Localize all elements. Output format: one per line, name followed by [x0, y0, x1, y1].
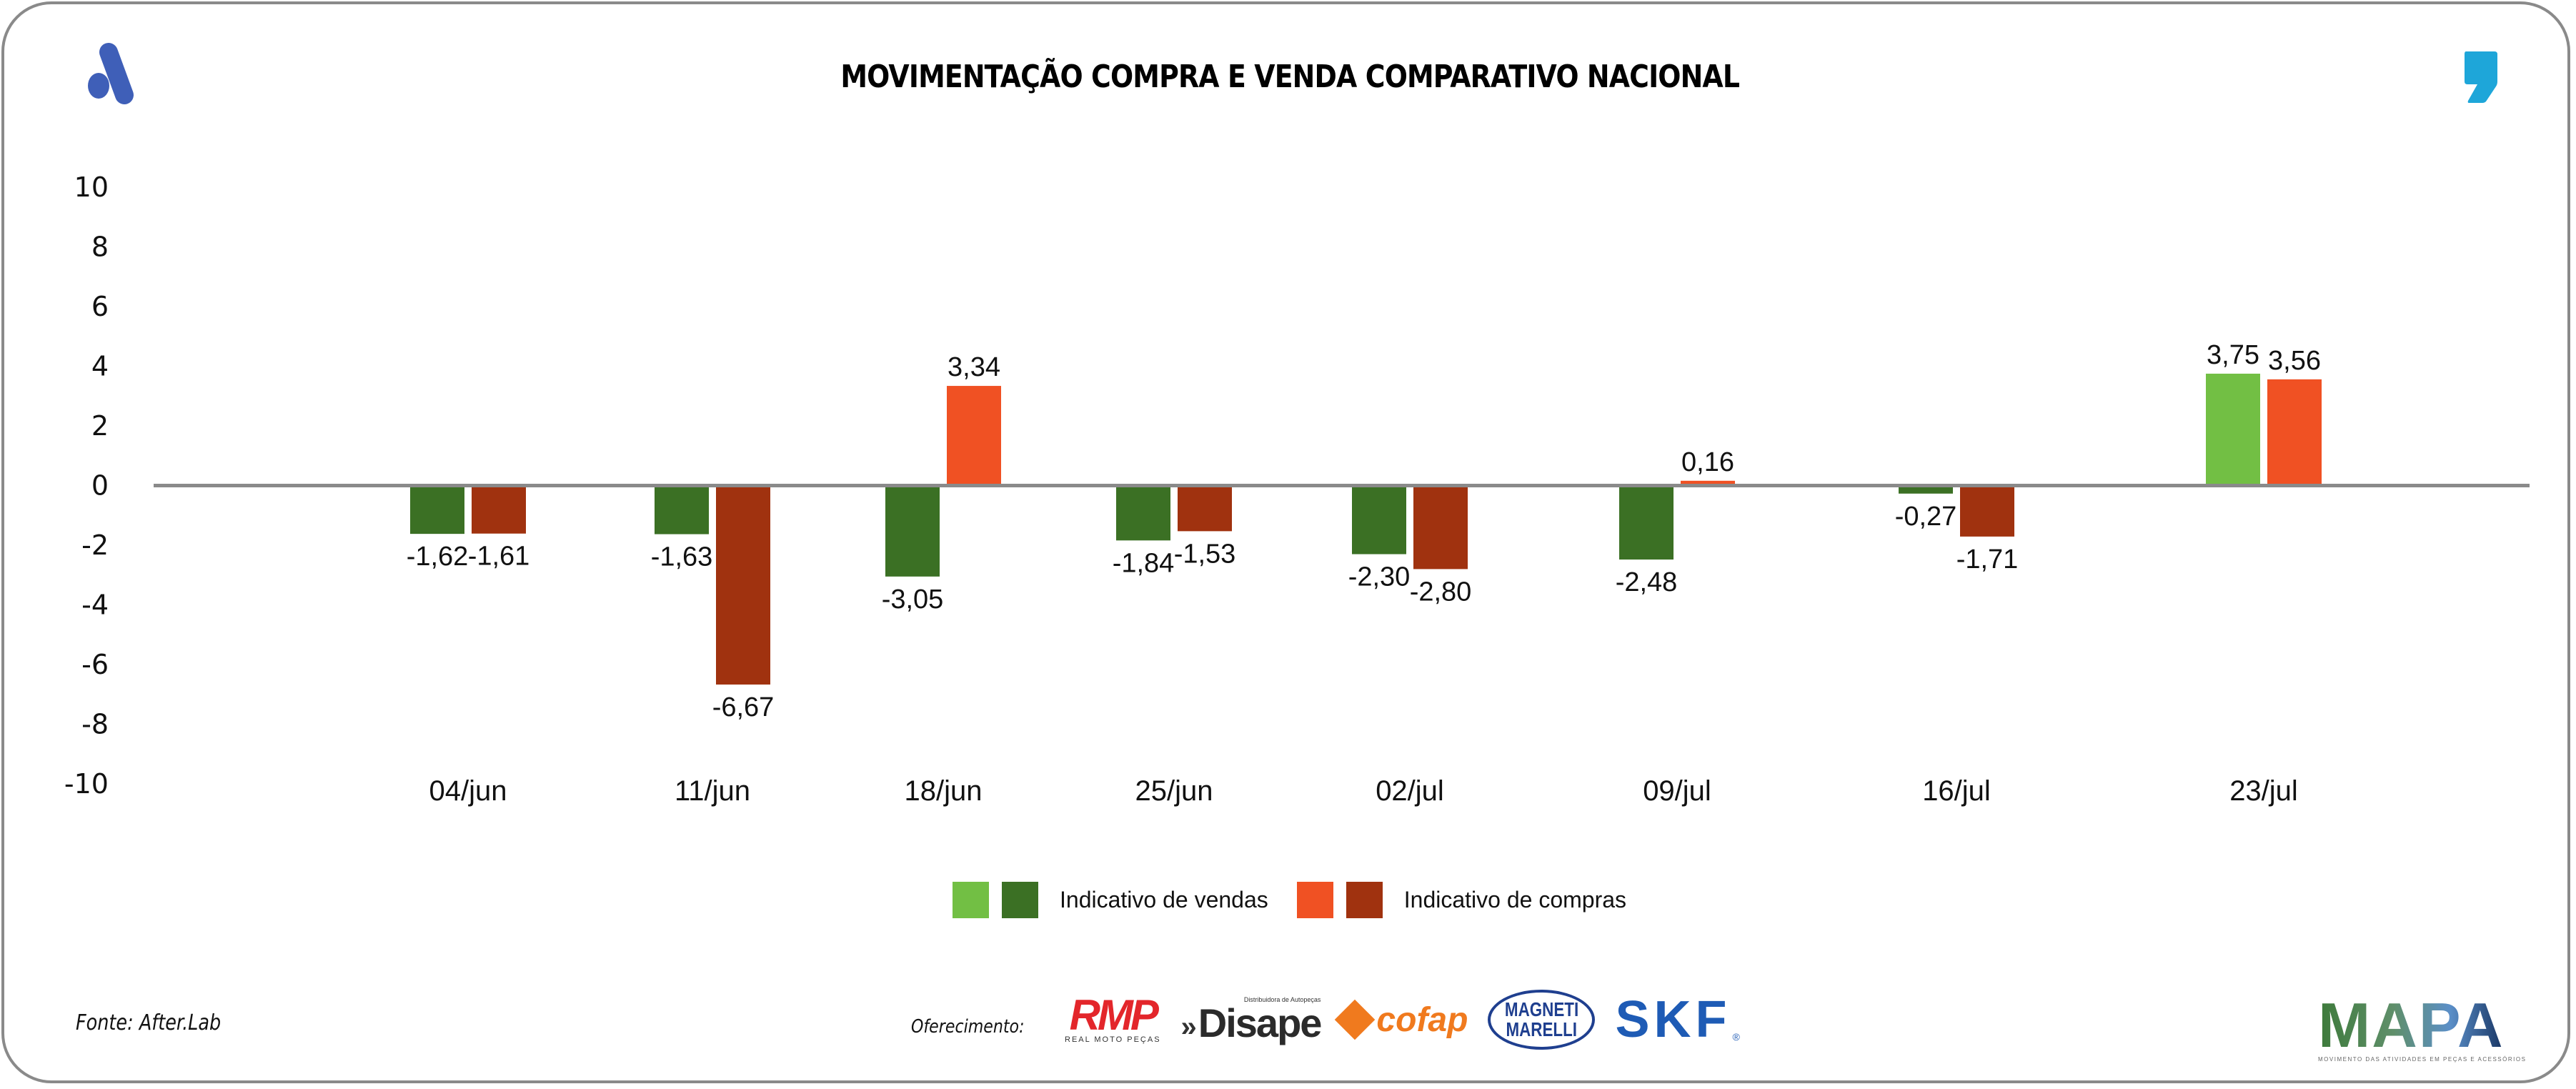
data-label-vendas: -1,84 [1113, 548, 1175, 578]
x-tick-label: 02/jul [1376, 775, 1444, 807]
bar-vendas-23-jul [2206, 373, 2260, 486]
mapa-logo-tagline: MOVIMENTO DAS ATIVIDADES EM PEÇAS E ACES… [2318, 1056, 2527, 1063]
data-label-vendas: -3,05 [882, 585, 944, 615]
data-label-compras: -6,67 [712, 692, 775, 722]
disape-logo-tagline: Distribuidora de Autopeças [1243, 996, 1321, 1003]
data-label-vendas: -1,63 [651, 542, 713, 572]
cofap-mark-icon [1335, 999, 1376, 1040]
bar-compras-04-jun [472, 485, 526, 534]
comma-logo-icon [2465, 51, 2497, 103]
y-tick-label: 0 [91, 470, 109, 502]
data-label-compras: 0,16 [1681, 447, 1734, 477]
data-label-compras: -2,80 [1410, 577, 1472, 607]
sponsor-logos: RMP REAL MOTO PEÇAS » Distribuidora de A… [1065, 990, 1740, 1050]
disape-logo: » Distribuidora de Autopeças Disape [1180, 996, 1323, 1045]
bar-compras-11-jun [716, 485, 770, 685]
data-label-compras: -1,53 [1174, 539, 1236, 569]
skf-logo-name: SKF [1615, 991, 1731, 1048]
bar-compras-16-jul [1960, 485, 2014, 537]
legend: Indicativo de vendas Indicativo de compr… [953, 881, 1655, 918]
y-tick-label: -2 [81, 529, 109, 561]
y-tick-label: 2 [91, 410, 109, 442]
disape-arrows-icon: » [1180, 1011, 1197, 1043]
magneti-marelli-logo: MAGNETI MARELLI [1488, 990, 1596, 1050]
y-tick-label: 6 [91, 291, 109, 322]
bar-compras-02-jul [1413, 485, 1468, 570]
y-tick-label: -6 [81, 649, 109, 680]
x-tick-label: 18/jun [905, 775, 983, 807]
data-label-vendas: 3,75 [2207, 340, 2259, 370]
data-label-compras: 3,56 [2268, 346, 2321, 376]
y-tick-label: -10 [64, 768, 109, 800]
bar-compras-18-jun [947, 386, 1001, 486]
sponsor-label: Oferecimento: [911, 1016, 1025, 1038]
source-note: Fonte: After.Lab [76, 1010, 222, 1035]
legend-swatch-compras-negative [1346, 881, 1383, 918]
x-tick-label: 04/jun [429, 775, 507, 807]
skf-logo: SKF ® [1615, 991, 1740, 1048]
bar-compras-25-jun [1178, 485, 1232, 532]
bar-compras-23-jul [2267, 379, 2322, 486]
mapa-logo-name: MAPA [2318, 994, 2507, 1057]
bar-compras-09-jul [1681, 480, 1735, 486]
x-tick-label: 11/jun [675, 775, 750, 807]
x-tick-label: 25/jun [1135, 775, 1213, 807]
rmp-logo-tagline: REAL MOTO PEÇAS [1065, 1035, 1161, 1044]
legend-label-compras: Indicativo de compras [1403, 886, 1627, 913]
y-tick-label: 4 [91, 351, 109, 382]
y-tick-label: -8 [81, 709, 109, 740]
legend-label-vendas: Indicativo de vendas [1060, 886, 1268, 913]
x-tick-label: 09/jul [1643, 775, 1711, 807]
chart-title: MOVIMENTAÇÃO COMPRA E VENDA COMPARATIVO … [840, 59, 1740, 95]
data-label-vendas: -2,30 [1348, 562, 1411, 592]
x-tick-label: 23/jul [2229, 775, 2298, 807]
bar-vendas-25-jun [1116, 485, 1170, 541]
data-label-compras: -1,61 [468, 542, 530, 572]
cofap-logo: cofap [1335, 999, 1468, 1040]
rmp-logo: RMP REAL MOTO PEÇAS [1065, 991, 1161, 1045]
data-label-vendas: -2,48 [1616, 567, 1678, 597]
y-tick-label: 10 [74, 171, 109, 203]
y-tick-label: 8 [91, 232, 109, 263]
disape-logo-name: Disape [1198, 1000, 1323, 1045]
bar-vendas-11-jun [655, 485, 709, 534]
legend-swatch-vendas-positive [953, 881, 989, 918]
cofap-logo-name: cofap [1376, 1000, 1468, 1039]
legend-swatch-compras-positive [1296, 881, 1333, 918]
x-tick-label: 16/jul [1922, 775, 1991, 807]
legend-swatch-vendas-negative [1002, 881, 1038, 918]
bar-vendas-18-jun [885, 485, 940, 577]
y-tick-label: -4 [81, 590, 109, 621]
bar-vendas-02-jul [1352, 485, 1406, 555]
afterlab-a-logo-icon [88, 43, 134, 104]
skf-registered-mark: ® [1732, 1031, 1740, 1043]
data-label-vendas: -1,62 [407, 542, 469, 572]
data-label-vendas: -0,27 [1895, 502, 1957, 532]
magneti-logo-line2: MARELLI [1506, 1018, 1578, 1040]
rmp-logo-name: RMP [1069, 991, 1159, 1039]
bar-vendas-16-jul [1899, 485, 1953, 494]
bar-vendas-09-jul [1619, 485, 1674, 560]
bar-vendas-04-jun [410, 485, 464, 534]
magneti-logo-line1: MAGNETI [1504, 998, 1579, 1020]
data-label-compras: 3,34 [948, 352, 1000, 382]
mapa-logo: MAPA MOVIMENTO DAS ATIVIDADES EM PEÇAS E… [2318, 994, 2527, 1063]
data-label-compras: -1,71 [1956, 544, 2019, 575]
